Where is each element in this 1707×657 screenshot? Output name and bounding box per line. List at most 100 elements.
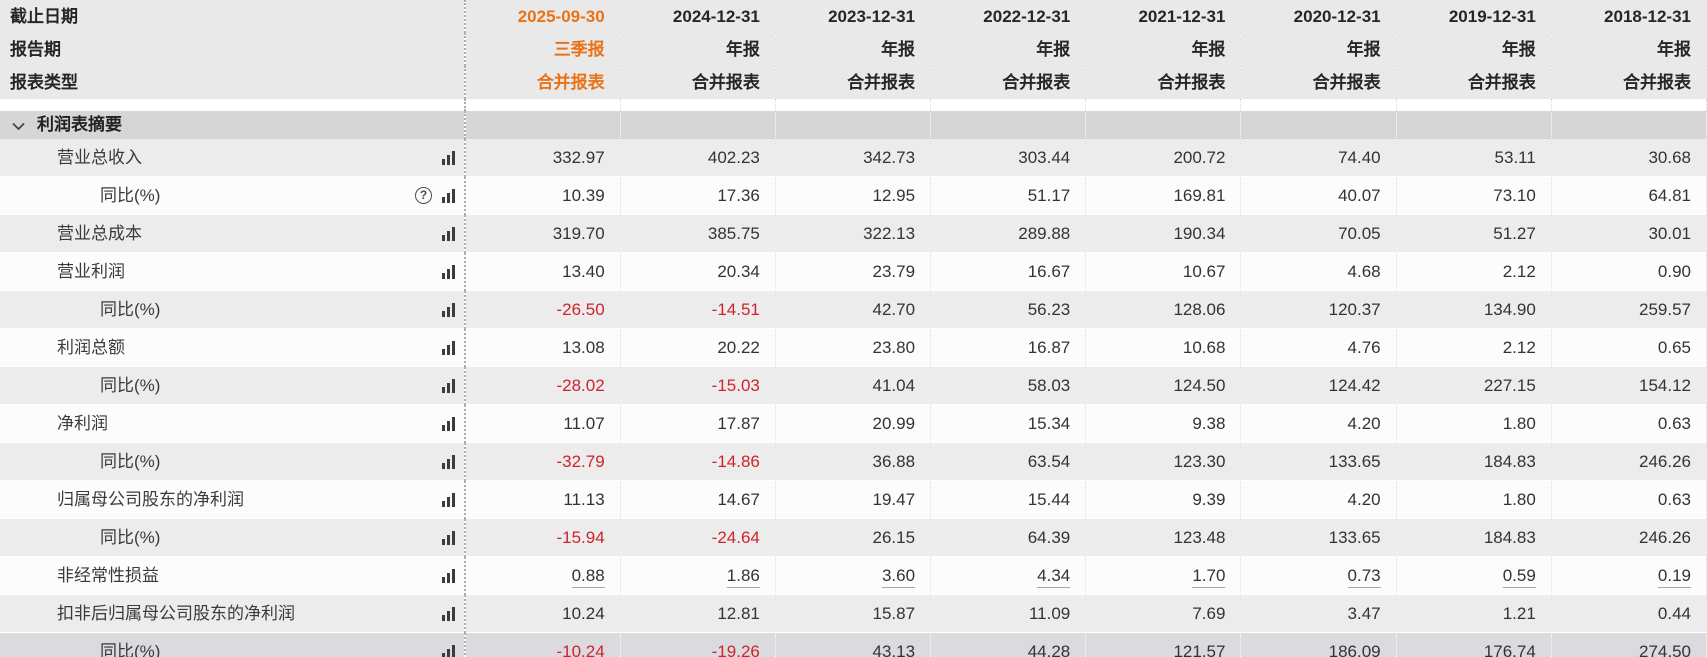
value-cell: 133.65: [1240, 442, 1397, 481]
value-cell: 4.20: [1240, 404, 1397, 443]
value-cell: 26.15: [774, 518, 931, 557]
value-cell: [1240, 111, 1397, 139]
value-cell: 43.13: [774, 632, 931, 657]
value-cell: 20.99: [774, 404, 931, 443]
section-header[interactable]: 利润表摘要: [0, 111, 464, 139]
bar-chart-icon[interactable]: [442, 454, 455, 469]
table-row: 营业利润 13.40 20.34 23.79 16.67 10.67 4.68 2.12 0.9…: [0, 252, 1707, 291]
cell-value: 30.68: [1648, 148, 1691, 167]
header-date-cell: 2018-12-31: [1550, 0, 1707, 33]
value-cell: 19.47: [774, 480, 931, 519]
value-cell: [774, 111, 931, 139]
bar-chart-icon[interactable]: [442, 530, 455, 545]
row-label: 同比(%): [100, 300, 161, 319]
value-cell: 64.81: [1550, 176, 1707, 215]
value-cell: 319.70: [463, 214, 621, 253]
cell-value: 11.13: [563, 490, 605, 509]
bar-chart-icon[interactable]: [442, 340, 455, 355]
cell-value: -24.64: [711, 528, 760, 547]
cell-value: 124.42: [1328, 376, 1381, 395]
bar-chart-icon[interactable]: [442, 264, 455, 279]
value-cell: 63.54: [930, 442, 1086, 481]
value-cell: -14.86: [619, 442, 776, 481]
value-cell: 0.63: [1550, 404, 1707, 443]
value-cell: 190.34: [1085, 214, 1241, 253]
value-cell: 0.88: [463, 556, 621, 595]
value-cell: 40.07: [1240, 176, 1397, 215]
value-cell: 274.50: [1550, 632, 1707, 657]
value-cell: 15.34: [930, 404, 1086, 443]
bar-chart-icon[interactable]: [442, 492, 455, 507]
value-cell: 11.13: [463, 480, 621, 519]
bar-chart-icon[interactable]: [442, 302, 455, 317]
bar-chart-icon[interactable]: [442, 606, 455, 621]
cell-value: 120.37: [1328, 300, 1381, 319]
value-cell: 1.21: [1395, 594, 1552, 633]
header-date-cell: 2024-12-31: [619, 0, 776, 33]
tooltip-value[interactable]: 4.34: [1037, 566, 1071, 588]
cell-value: 36.88: [872, 452, 916, 471]
value-cell: 20.34: [619, 252, 776, 291]
tooltip-value[interactable]: 1.70: [1192, 566, 1226, 588]
value-cell: [1240, 99, 1397, 111]
cell-value: 43.13: [872, 642, 916, 657]
section-row-income-statement[interactable]: 利润表摘要: [0, 111, 1707, 139]
value-cell: [1550, 111, 1707, 139]
value-cell: [619, 99, 776, 111]
cell-value: 0.65: [1657, 338, 1691, 357]
bar-chart-icon[interactable]: [442, 416, 455, 431]
bar-chart-icon[interactable]: [442, 150, 455, 165]
value-cell: 184.83: [1395, 442, 1552, 481]
cell-value: -14.86: [711, 452, 760, 471]
cell-value: 16.87: [1027, 338, 1071, 357]
value-cell: 120.37: [1240, 290, 1397, 329]
cell-value: 200.72: [1173, 148, 1226, 167]
value-cell: 124.42: [1240, 366, 1397, 405]
tooltip-value[interactable]: 1.86: [726, 566, 760, 588]
tooltip-value[interactable]: 0.19: [1657, 566, 1691, 588]
value-cell: 42.70: [774, 290, 931, 329]
cell-value: 184.83: [1483, 452, 1536, 471]
cell-value: 176.74: [1483, 642, 1536, 657]
value-cell: 303.44: [930, 139, 1086, 177]
help-icon[interactable]: ?: [415, 187, 432, 204]
report-period-cell: 年报: [619, 33, 776, 66]
value-cell: 402.23: [619, 139, 776, 177]
report-period-cell: 年报: [1240, 33, 1397, 66]
cell-value: 319.70: [552, 224, 605, 243]
bar-chart-icon[interactable]: [442, 188, 455, 203]
chevron-down-icon[interactable]: [12, 122, 25, 131]
header-date-cell: 2020-12-31: [1240, 0, 1397, 33]
bar-chart-icon[interactable]: [442, 568, 455, 583]
cell-value: 26.15: [872, 528, 916, 547]
value-cell: 259.57: [1550, 290, 1707, 329]
cell-value: 7.69: [1192, 604, 1226, 623]
table-row: 营业总收入 332.97 402.23 342.73 303.44 200.72 74.40…: [0, 139, 1707, 177]
tooltip-value[interactable]: 0.73: [1347, 566, 1381, 588]
cell-value: 0.44: [1657, 604, 1691, 623]
cell-value: 4.68: [1347, 262, 1381, 281]
cell-value: 74.40: [1338, 148, 1381, 167]
value-cell: 23.80: [774, 328, 931, 367]
value-cell: 4.20: [1240, 480, 1397, 519]
header-row-label: 截止日期: [0, 0, 465, 33]
cell-value: 12.95: [872, 186, 916, 205]
value-cell: 73.10: [1395, 176, 1552, 215]
tooltip-value[interactable]: 3.60: [881, 566, 916, 588]
cell-value: 41.04: [872, 376, 916, 395]
cell-value: 9.39: [1192, 490, 1226, 509]
cell-value: 303.44: [1018, 148, 1071, 167]
value-cell: 0.59: [1395, 556, 1552, 595]
value-cell: 121.57: [1085, 632, 1241, 657]
value-cell: 200.72: [1085, 139, 1241, 177]
bar-chart-icon[interactable]: [442, 644, 455, 657]
value-cell: [930, 111, 1086, 139]
value-cell: 7.69: [1085, 594, 1241, 633]
cell-value: 23.80: [872, 338, 916, 357]
tooltip-value[interactable]: 0.88: [571, 566, 605, 588]
bar-chart-icon[interactable]: [442, 378, 455, 393]
value-cell: 154.12: [1550, 366, 1707, 405]
tooltip-value[interactable]: 0.59: [1502, 566, 1536, 588]
value-cell: 36.88: [774, 442, 931, 481]
bar-chart-icon[interactable]: [442, 226, 455, 241]
